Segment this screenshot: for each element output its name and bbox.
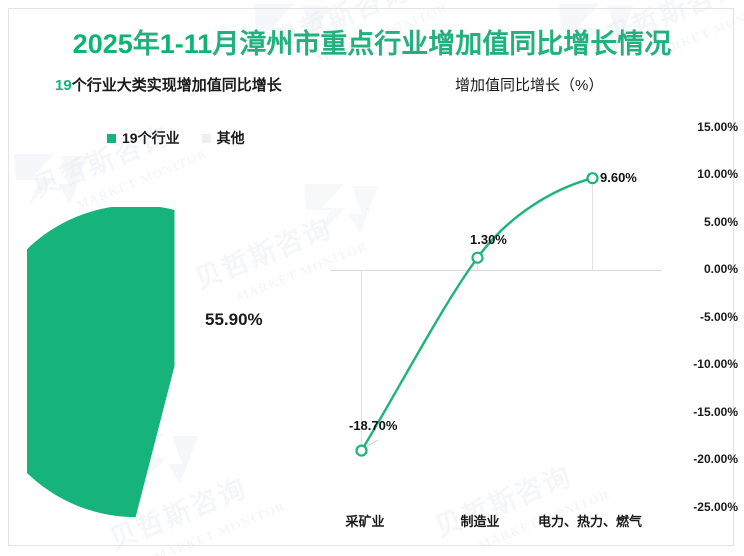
pie-legend: 19个行业 其他: [107, 128, 245, 148]
y-tick-neg20: -20.00%: [693, 452, 738, 466]
pie-slice-industries[interactable]: [0, 205, 175, 518]
pie-value-label: 55.90%: [205, 310, 263, 329]
line-series-path: [360, 177, 594, 452]
y-tick-neg5: -5.00%: [699, 310, 738, 324]
legend-item-industries[interactable]: 19个行业: [107, 128, 180, 148]
line-chart: [330, 110, 670, 530]
legend-swatch-green: [107, 133, 116, 143]
legend-label-other: 其他: [216, 130, 245, 146]
data-label-power: 9.60%: [600, 170, 637, 185]
data-point-mining[interactable]: [355, 444, 368, 457]
pie-subtitle-count: 19: [55, 77, 72, 94]
y-tick-neg25: -25.00%: [693, 500, 738, 514]
line-chart-svg: [330, 172, 662, 457]
data-label-mining: -18.70%: [349, 418, 398, 433]
pie-chart: [0, 205, 322, 525]
legend-label-industries: 19个行业: [122, 130, 180, 146]
x-tick-mining: 采矿业: [345, 514, 385, 529]
page-title-cn-1: 年: [132, 29, 160, 59]
data-label-manufacturing: 1.30%: [470, 232, 507, 247]
y-tick-neg15: -15.00%: [693, 405, 738, 419]
pie-chart-subtitle: 19个行业大类实现增加值同比增长: [55, 74, 282, 95]
data-point-manufacturing[interactable]: [471, 251, 484, 264]
x-tick-manufacturing: 制造业: [460, 514, 500, 529]
line-chart-subtitle: 增加值同比增长（%）: [455, 77, 604, 94]
pie-subtitle-text: 个行业大类实现增加值同比增长: [71, 77, 282, 94]
y-tick-10: 10.00%: [697, 167, 738, 181]
watermark-logo-icon: [14, 154, 88, 206]
legend-item-other[interactable]: 其他: [201, 128, 245, 148]
watermark-text-en: MARKET MONITOR: [74, 146, 210, 213]
page-title-months: 1-11: [159, 29, 213, 59]
page-title: 2025年1-11月漳州市重点行业增加值同比增长情况: [0, 22, 744, 61]
legend-swatch-gray: [201, 133, 211, 143]
y-tick-5: 5.00%: [703, 215, 738, 229]
x-tick-power: 电力、热力、燃气: [537, 514, 642, 529]
page-title-year: 2025: [72, 29, 133, 59]
y-tick-15: 15.00%: [697, 120, 738, 134]
data-point-power[interactable]: [586, 172, 599, 185]
page-title-cn-2: 月漳州市重点行业增加值同比增长情况: [212, 29, 672, 59]
y-tick-neg10: -10.00%: [693, 357, 738, 371]
pie-chart-svg: [0, 205, 175, 518]
y-tick-0: 0.00%: [703, 262, 738, 276]
